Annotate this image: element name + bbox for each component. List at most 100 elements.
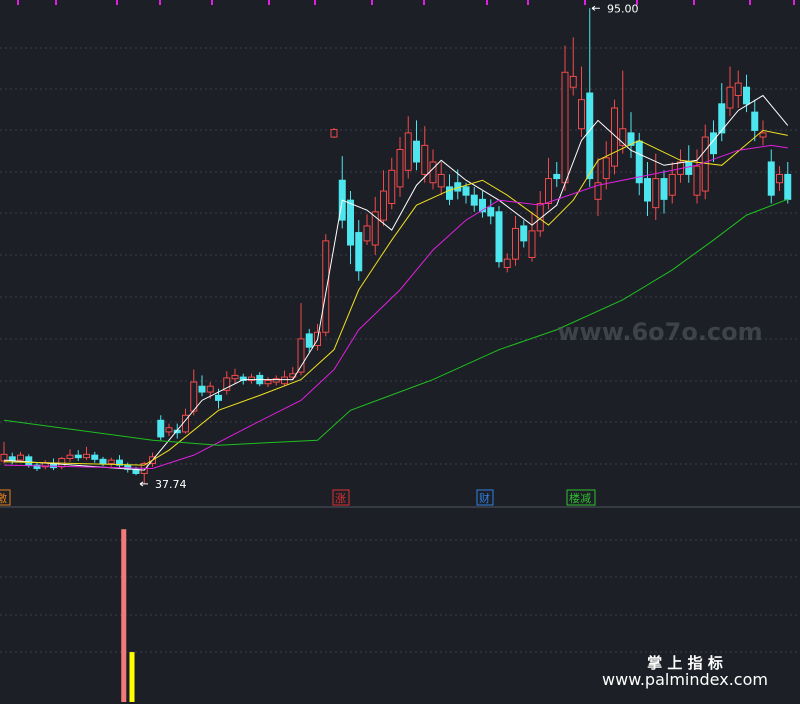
candle-body bbox=[0, 453, 8, 462]
candle-body bbox=[726, 86, 734, 109]
candle-body bbox=[355, 232, 363, 272]
candle-body bbox=[231, 374, 239, 380]
candle-body bbox=[751, 111, 759, 131]
candle-body bbox=[759, 132, 767, 138]
indicator-bar bbox=[121, 529, 127, 702]
moving-average-line bbox=[3, 94, 789, 471]
candle-body bbox=[297, 338, 305, 373]
candle-body bbox=[421, 144, 429, 175]
candle-body bbox=[363, 225, 371, 242]
candle-body bbox=[99, 458, 107, 464]
candle-body bbox=[495, 211, 503, 263]
candle-body bbox=[107, 459, 115, 464]
indicator-bar bbox=[129, 652, 135, 702]
candle-body bbox=[198, 385, 206, 393]
candle-body bbox=[413, 140, 420, 163]
candle-body bbox=[206, 385, 214, 393]
candle-body bbox=[322, 240, 330, 333]
candle-body bbox=[668, 173, 676, 196]
candle-body bbox=[437, 173, 445, 188]
candle-body bbox=[330, 129, 338, 138]
candle-body bbox=[512, 227, 519, 260]
candle-body bbox=[734, 82, 742, 97]
candle-body bbox=[660, 178, 668, 200]
watermark: www.palmindex.com bbox=[602, 670, 768, 689]
candle-body bbox=[561, 71, 569, 184]
candle-body bbox=[83, 453, 90, 459]
candle-body bbox=[479, 198, 486, 213]
annotation-label: 37.74 bbox=[155, 478, 187, 491]
candle-body bbox=[619, 128, 627, 146]
candle-body bbox=[404, 132, 412, 171]
event-marker: 财 bbox=[479, 491, 490, 505]
candle-body bbox=[553, 173, 561, 180]
candle-body bbox=[470, 194, 478, 206]
candle-body bbox=[685, 161, 693, 175]
candle-body bbox=[602, 157, 610, 180]
candle-body bbox=[487, 207, 495, 217]
candle-body bbox=[569, 75, 577, 88]
candle-body bbox=[635, 140, 643, 184]
event-marker: 激 bbox=[0, 491, 7, 505]
annotation-label: 95.00 bbox=[607, 2, 639, 15]
moving-average-line bbox=[3, 129, 788, 466]
candle-body bbox=[380, 190, 387, 221]
candle-body bbox=[462, 186, 470, 196]
candle-body bbox=[767, 161, 775, 196]
event-marker-box bbox=[332, 489, 350, 506]
candle-body bbox=[190, 381, 198, 412]
candle-body bbox=[578, 99, 585, 130]
candle-body bbox=[693, 165, 701, 196]
candle-body bbox=[25, 456, 33, 466]
candle-body bbox=[784, 173, 792, 200]
candle-body bbox=[503, 258, 511, 268]
candle-body bbox=[644, 178, 651, 202]
event-marker-box bbox=[0, 489, 11, 506]
candle-body bbox=[371, 211, 379, 246]
candle-body bbox=[305, 333, 313, 348]
moving-average-line bbox=[3, 198, 788, 446]
candle-body bbox=[520, 225, 528, 242]
candle-body bbox=[776, 173, 783, 184]
candle-body bbox=[652, 178, 660, 209]
candle-body bbox=[91, 454, 99, 460]
event-marker-box bbox=[476, 489, 494, 506]
candle-body bbox=[743, 86, 750, 105]
watermark: www.6o7o.com bbox=[557, 318, 762, 346]
candle-body bbox=[157, 419, 165, 438]
candle-body bbox=[272, 378, 280, 383]
candle-body bbox=[611, 107, 618, 167]
candle-body bbox=[586, 92, 594, 180]
candle-body bbox=[264, 379, 272, 385]
candle-body bbox=[165, 427, 173, 433]
candle-body bbox=[429, 161, 437, 184]
candle-body bbox=[66, 454, 74, 459]
candle-body bbox=[281, 376, 288, 385]
watermark: 掌 上 指 标 bbox=[647, 654, 723, 672]
candle-body bbox=[718, 103, 726, 134]
candle-body bbox=[528, 230, 536, 258]
event-marker: 涨 bbox=[335, 492, 346, 505]
candle-body bbox=[33, 464, 41, 469]
event-marker: 楼减 bbox=[569, 491, 591, 505]
candle-body bbox=[545, 178, 552, 204]
moving-average-line bbox=[3, 144, 788, 469]
candle-body bbox=[446, 186, 453, 200]
candle-body bbox=[239, 376, 247, 381]
candle-body bbox=[627, 132, 635, 146]
top-markers bbox=[17, 0, 795, 5]
candle-body bbox=[396, 149, 404, 188]
candle-body bbox=[388, 169, 396, 204]
candle-body bbox=[74, 454, 82, 459]
candle-body bbox=[116, 459, 123, 466]
event-marker-box bbox=[566, 489, 596, 506]
candle-body bbox=[248, 376, 255, 381]
candle-body bbox=[347, 199, 354, 246]
annotation-arrow bbox=[139, 481, 148, 487]
candle-body bbox=[594, 182, 602, 200]
candle-body bbox=[17, 454, 24, 461]
candle-body bbox=[223, 377, 231, 391]
candle-body bbox=[8, 456, 16, 461]
